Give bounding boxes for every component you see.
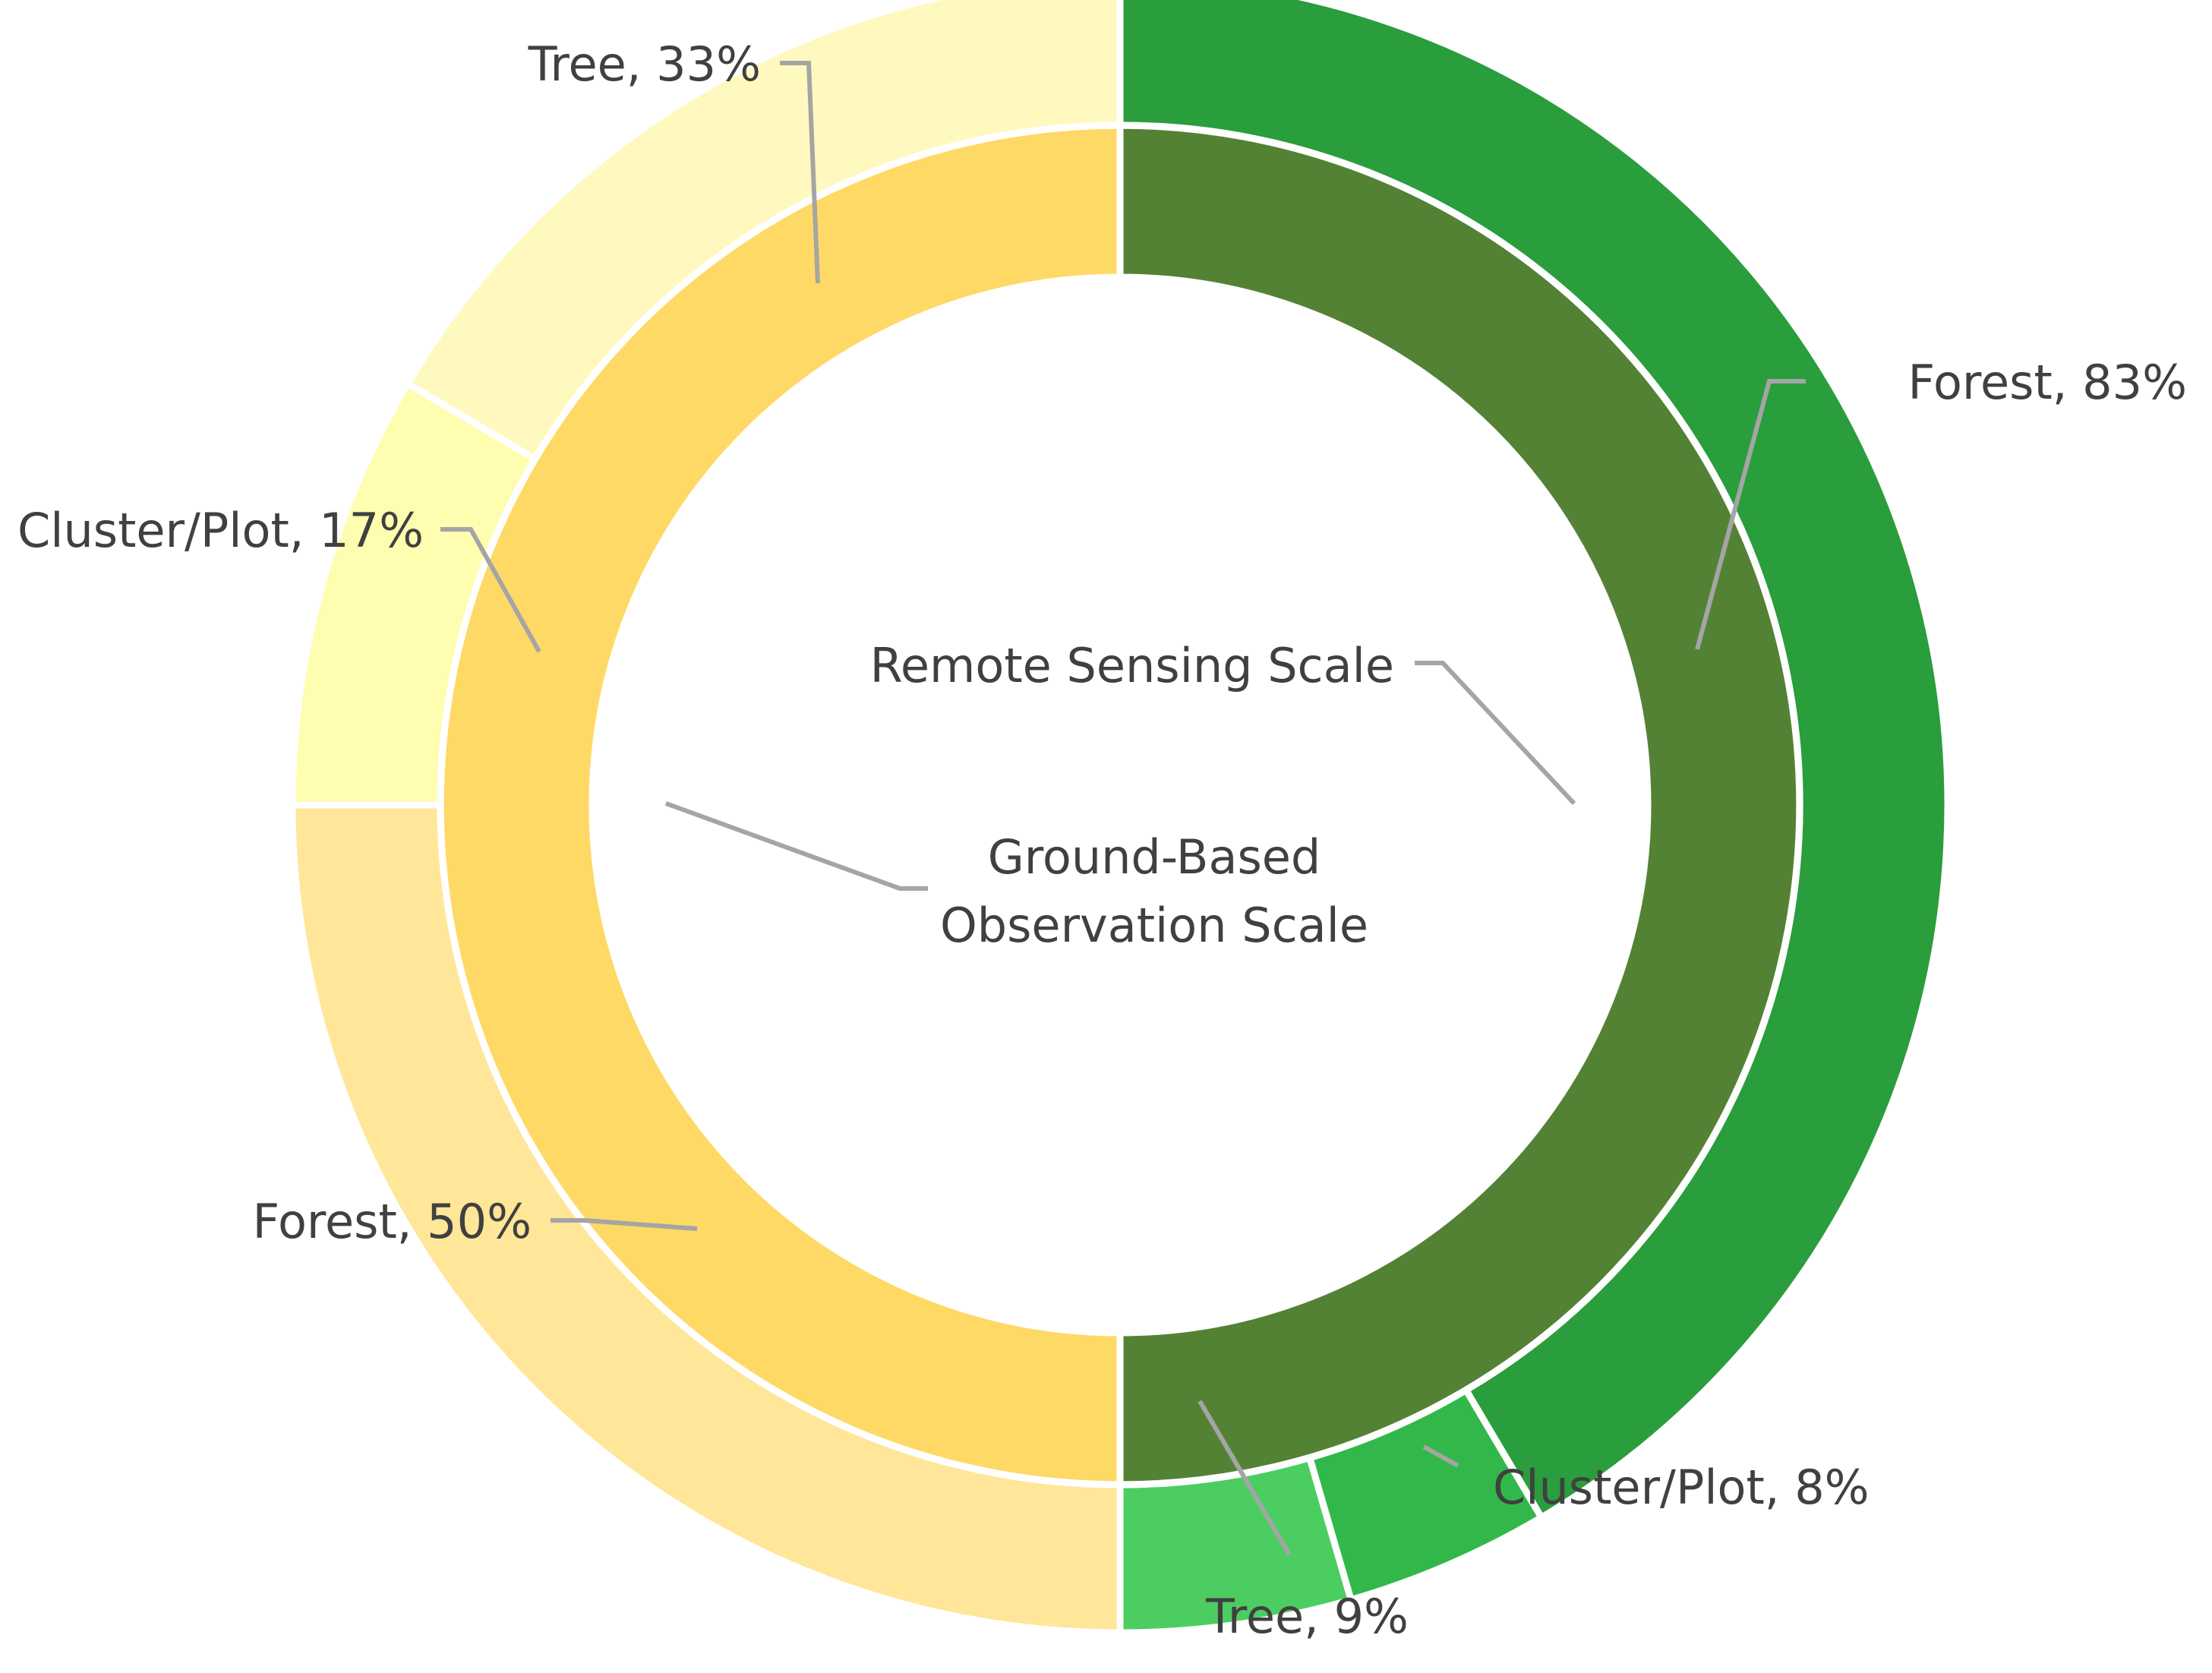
outer-slice-ground-based-observation-scale-forest xyxy=(289,801,1124,1637)
leader-outer-tree-33 xyxy=(780,61,820,284)
data-labels: Forest, 83% Cluster/Plot, 8% Tree, 9% Fo… xyxy=(17,36,2187,1644)
label-outer-cluster-17: Cluster/Plot, 17% xyxy=(17,503,424,558)
leader-outer-cluster-8 xyxy=(1422,1444,1459,1468)
outer-ring xyxy=(289,0,1952,1637)
label-outer-forest-83: Forest, 83% xyxy=(1908,355,2188,410)
label-outer-tree-33: Tree, 33% xyxy=(528,36,761,92)
leader-outer-cluster-17 xyxy=(440,527,541,653)
label-outer-forest-50: Forest, 50% xyxy=(253,1194,532,1249)
label-inner-ground-line2: Observation Scale xyxy=(940,898,1368,953)
label-outer-tree-9: Tree, 9% xyxy=(1205,1589,1409,1644)
label-inner-remote-sensing: Remote Sensing Scale xyxy=(870,638,1394,693)
label-outer-cluster-8: Cluster/Plot, 8% xyxy=(1493,1460,1870,1515)
leader-lines xyxy=(440,61,1806,1556)
leader-inner-ground xyxy=(664,801,928,891)
label-inner-ground-line1: Ground-Based xyxy=(988,829,1321,885)
outer-slice-remote-sensing-scale-forest xyxy=(1116,0,1952,1523)
inner-ring xyxy=(437,122,1803,1488)
leader-outer-forest-83 xyxy=(1695,379,1806,650)
outer-slice-ground-based-observation-scale-tree xyxy=(402,0,1124,464)
leader-outer-forest-50 xyxy=(551,1218,698,1231)
leader-outer-tree-9 xyxy=(1198,1400,1292,1556)
leader-inner-remote xyxy=(1415,661,1576,806)
